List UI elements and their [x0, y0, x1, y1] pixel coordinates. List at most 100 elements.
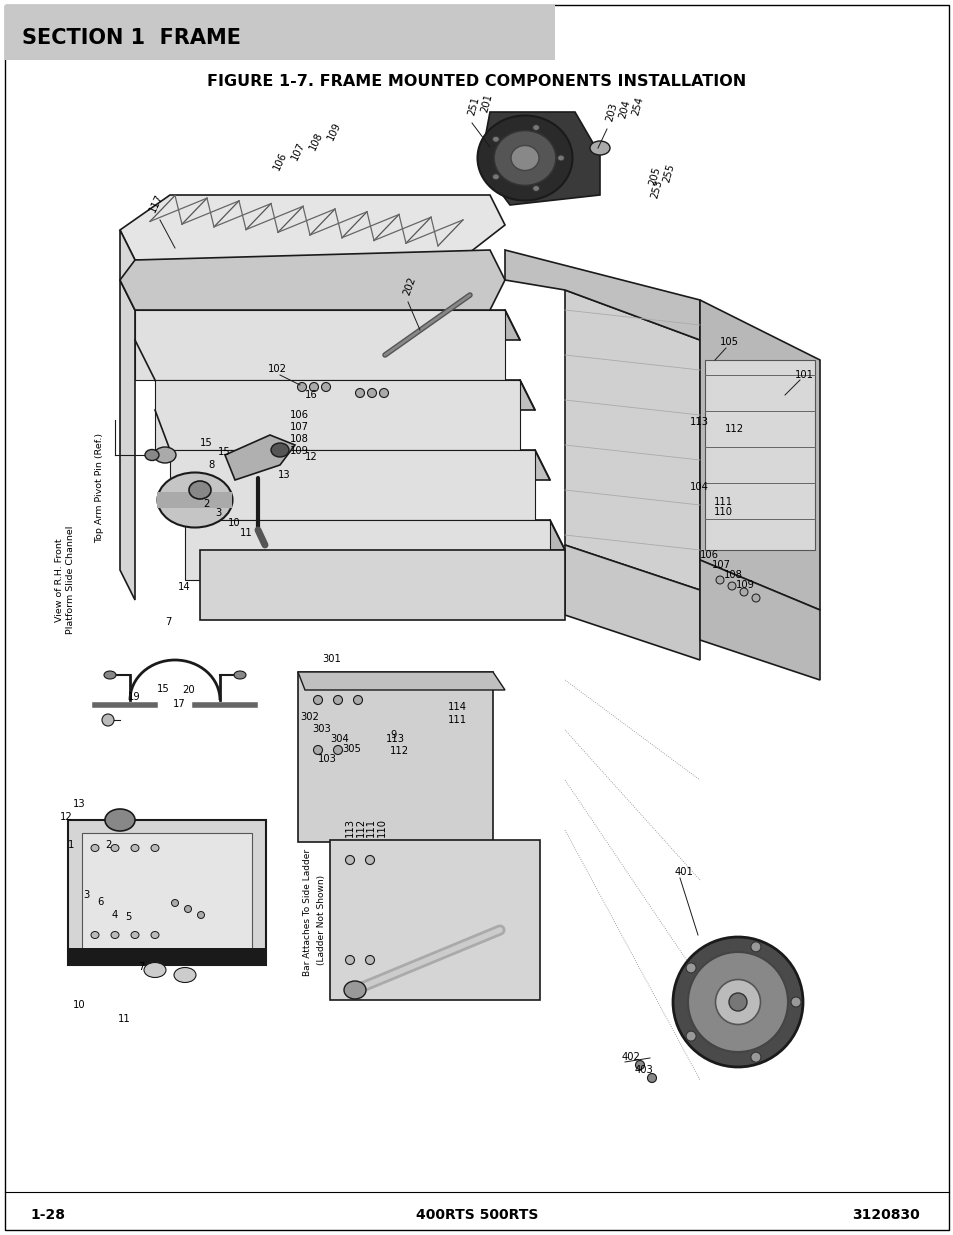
Text: 107: 107 — [711, 559, 730, 571]
Text: 400RTS 500RTS: 400RTS 500RTS — [416, 1208, 537, 1221]
Ellipse shape — [157, 473, 233, 527]
Ellipse shape — [365, 856, 375, 864]
Text: 304: 304 — [330, 734, 349, 743]
Text: 111: 111 — [448, 715, 467, 725]
Text: 12: 12 — [60, 811, 72, 823]
Text: 11: 11 — [118, 1014, 131, 1024]
Ellipse shape — [790, 997, 801, 1007]
Text: 110: 110 — [713, 508, 732, 517]
Polygon shape — [135, 310, 504, 380]
Ellipse shape — [589, 141, 609, 156]
Ellipse shape — [91, 845, 99, 851]
Polygon shape — [564, 290, 700, 590]
Text: 10: 10 — [73, 1000, 86, 1010]
Text: 402: 402 — [621, 1052, 640, 1062]
Ellipse shape — [672, 937, 802, 1067]
Bar — [704, 359, 814, 550]
Text: 112: 112 — [390, 746, 409, 756]
Text: 113: 113 — [689, 417, 708, 427]
Text: 19: 19 — [128, 692, 141, 701]
Ellipse shape — [750, 1052, 760, 1062]
Text: 403: 403 — [635, 1065, 653, 1074]
Bar — [68, 820, 266, 965]
Text: 3: 3 — [83, 890, 90, 900]
Text: 1: 1 — [68, 840, 74, 850]
Ellipse shape — [477, 116, 572, 200]
Ellipse shape — [151, 931, 159, 939]
Ellipse shape — [740, 588, 747, 597]
Text: 15: 15 — [200, 438, 213, 448]
Text: 113: 113 — [386, 734, 405, 743]
Text: 105: 105 — [720, 337, 739, 347]
Polygon shape — [479, 112, 599, 205]
Text: 204: 204 — [618, 99, 632, 120]
Ellipse shape — [314, 746, 322, 755]
Polygon shape — [564, 545, 700, 659]
Text: 112: 112 — [355, 818, 366, 837]
Ellipse shape — [151, 845, 159, 851]
Text: 9: 9 — [390, 730, 395, 740]
Ellipse shape — [105, 809, 135, 831]
Ellipse shape — [271, 443, 289, 457]
Text: 15: 15 — [218, 447, 231, 457]
Text: 6: 6 — [97, 897, 103, 906]
Polygon shape — [120, 249, 504, 310]
Polygon shape — [120, 230, 135, 310]
Text: 107: 107 — [290, 422, 309, 432]
Ellipse shape — [321, 383, 330, 391]
Text: 253: 253 — [649, 179, 664, 200]
Text: 101: 101 — [794, 370, 813, 380]
Text: 255: 255 — [661, 163, 676, 184]
Text: 7: 7 — [165, 618, 172, 627]
Ellipse shape — [111, 845, 119, 851]
Text: 106: 106 — [700, 550, 719, 559]
Text: 109: 109 — [326, 121, 343, 142]
Text: 111: 111 — [713, 496, 732, 508]
Ellipse shape — [314, 695, 322, 704]
Ellipse shape — [367, 389, 376, 398]
Ellipse shape — [685, 963, 696, 973]
Ellipse shape — [355, 389, 364, 398]
Text: 20: 20 — [182, 685, 194, 695]
Polygon shape — [200, 550, 564, 620]
Text: 109: 109 — [735, 580, 754, 590]
Text: 301: 301 — [322, 655, 340, 664]
Ellipse shape — [297, 383, 306, 391]
Text: 11: 11 — [240, 529, 253, 538]
Polygon shape — [154, 380, 535, 410]
Text: 302: 302 — [299, 713, 318, 722]
Text: 10: 10 — [228, 517, 240, 529]
Ellipse shape — [365, 956, 375, 965]
Text: 110: 110 — [376, 818, 387, 837]
Ellipse shape — [104, 671, 116, 679]
Ellipse shape — [492, 136, 498, 142]
Ellipse shape — [309, 383, 318, 391]
Text: 202: 202 — [401, 275, 417, 296]
Polygon shape — [135, 310, 519, 340]
Text: 103: 103 — [317, 755, 336, 764]
Text: 15: 15 — [157, 684, 170, 694]
Text: View of R.H. Front
Platform Slide Channel: View of R.H. Front Platform Slide Channe… — [55, 526, 74, 635]
Text: 4: 4 — [112, 910, 118, 920]
Ellipse shape — [494, 131, 556, 185]
Ellipse shape — [173, 967, 195, 983]
Text: 108: 108 — [308, 131, 325, 152]
Text: 17: 17 — [172, 699, 186, 709]
Ellipse shape — [197, 911, 204, 919]
Text: 254: 254 — [630, 96, 645, 117]
Polygon shape — [297, 672, 504, 690]
Ellipse shape — [345, 956, 355, 965]
Text: 305: 305 — [341, 743, 360, 755]
Ellipse shape — [354, 695, 362, 704]
Ellipse shape — [233, 671, 246, 679]
Text: 108: 108 — [723, 571, 742, 580]
Text: 401: 401 — [675, 867, 693, 877]
Ellipse shape — [189, 480, 211, 499]
Ellipse shape — [111, 931, 119, 939]
Polygon shape — [154, 380, 519, 450]
Text: 106: 106 — [290, 410, 309, 420]
Polygon shape — [170, 450, 535, 520]
Text: 106: 106 — [272, 151, 289, 172]
Ellipse shape — [557, 156, 564, 161]
Ellipse shape — [172, 899, 178, 906]
